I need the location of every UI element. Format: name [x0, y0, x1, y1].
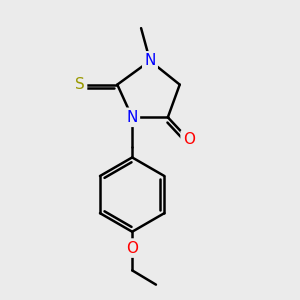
Text: S: S: [75, 77, 85, 92]
Text: N: N: [127, 110, 138, 125]
Text: O: O: [183, 132, 195, 147]
Text: N: N: [144, 53, 156, 68]
Text: O: O: [126, 241, 138, 256]
